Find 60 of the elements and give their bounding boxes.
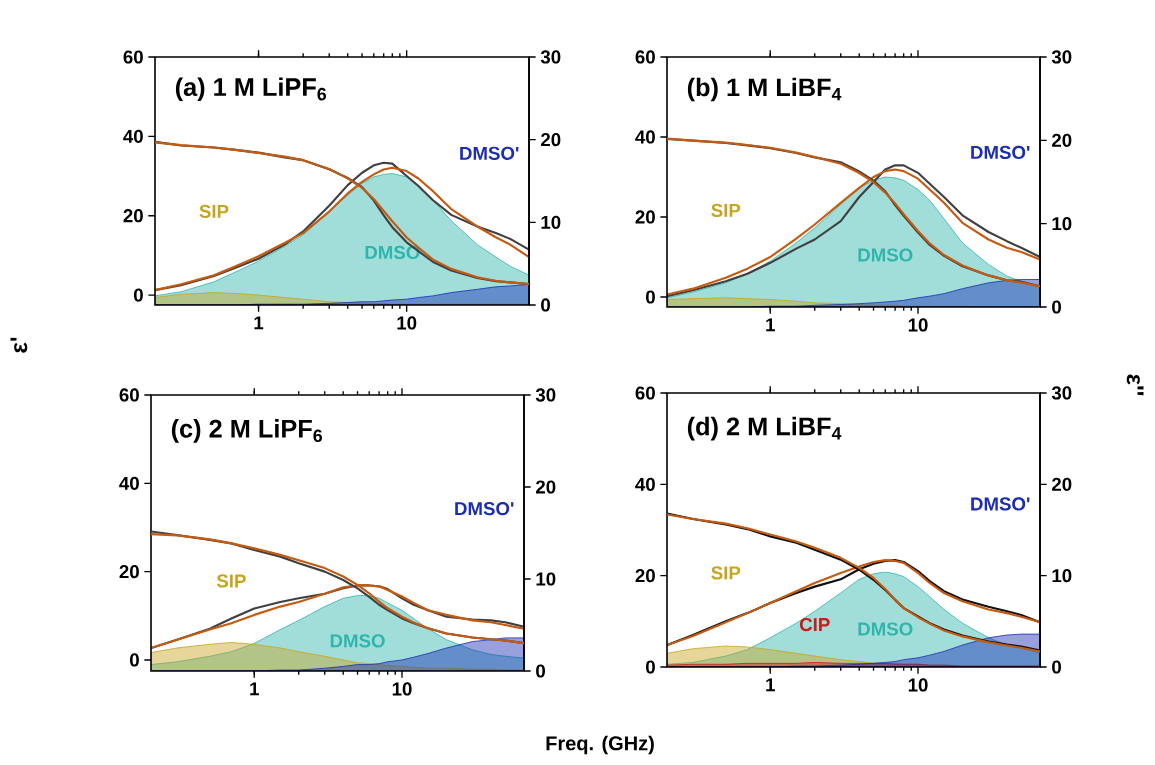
text: DMSO'	[971, 145, 1030, 160]
y2-tick-label: 0	[536, 664, 545, 678]
y2-tick-label: 0	[541, 298, 550, 312]
y-tick-label: 40	[119, 476, 139, 490]
y-tick-label: 40	[123, 129, 143, 143]
y2-tick-label: 30	[540, 50, 561, 64]
y2-tick-label: 30	[535, 388, 556, 402]
text: SIP	[216, 574, 246, 588]
series-label: DMSO	[858, 622, 913, 636]
y-tick-label: 60	[119, 388, 139, 402]
y2-tick-label: 30	[1051, 50, 1072, 64]
text: SIP	[199, 204, 229, 218]
y2-tick-label: 10	[1052, 217, 1072, 231]
y-tick-label: 20	[635, 569, 655, 583]
x-tick-label: 10	[397, 316, 417, 330]
y-tick-label: 20	[119, 565, 139, 579]
y2-tick-label: 0	[1052, 660, 1061, 674]
y2-tick-label: 10	[1052, 569, 1072, 583]
series-label: DMSO	[330, 634, 385, 648]
y2-tick-label: 20	[1052, 477, 1072, 491]
series-label: DMSO	[858, 248, 913, 262]
y-tick-label: 20	[635, 210, 655, 224]
y2-tick-label: 10	[541, 215, 561, 229]
y-tick-label: 20	[123, 209, 143, 223]
y2-tick-label: 20	[536, 480, 556, 494]
x-tick-label: 1	[766, 678, 775, 692]
x-tick-label: 10	[392, 682, 412, 696]
y-tick-label: 0	[646, 290, 655, 304]
text: (a) 1 M LiPF$_{6}$	[175, 77, 327, 102]
y-tick-label: 0	[133, 288, 143, 302]
y-tick-label: 40	[635, 130, 655, 144]
x-axis-title: Freq. (GHz)	[546, 735, 654, 755]
y2-axis-title: ε''	[1126, 374, 1144, 396]
y-tick-label: 0	[646, 660, 655, 674]
y2-tick-label: 0	[1052, 300, 1061, 314]
y-tick-label: 60	[123, 50, 143, 64]
x-tick-label: 10	[908, 678, 928, 692]
y2-tick-label: 20	[541, 133, 561, 147]
text: SIP	[711, 566, 741, 580]
series-label: DMSO	[365, 245, 420, 260]
y2-tick-label: 10	[536, 572, 556, 586]
y-tick-label: 0	[130, 653, 139, 667]
y2-tick-label: 30	[1051, 386, 1072, 400]
y-tick-label: 60	[635, 50, 655, 64]
x-tick-label: 1	[250, 682, 259, 696]
x-tick-label: 1	[254, 316, 264, 330]
x-tick-label: 10	[908, 318, 928, 332]
text: SIP	[711, 203, 741, 218]
y2-tick-label: 20	[1052, 133, 1072, 147]
x-tick-label: 1	[766, 318, 775, 332]
series-label: CIP	[799, 617, 830, 632]
text: DMSO'	[971, 497, 1030, 511]
text: DMSO'	[455, 502, 514, 516]
text: DMSO'	[460, 146, 519, 160]
y-axis-title: ε'	[10, 337, 28, 353]
y-tick-label: 60	[635, 386, 655, 400]
y-tick-label: 40	[635, 477, 655, 491]
text: (b) 1 M LiBF$_{4}$	[687, 77, 842, 102]
text: (c) 2 M LiPF$_{6}$	[171, 419, 323, 443]
text: (d) 2 M LiBF$_{4}$	[687, 416, 842, 441]
